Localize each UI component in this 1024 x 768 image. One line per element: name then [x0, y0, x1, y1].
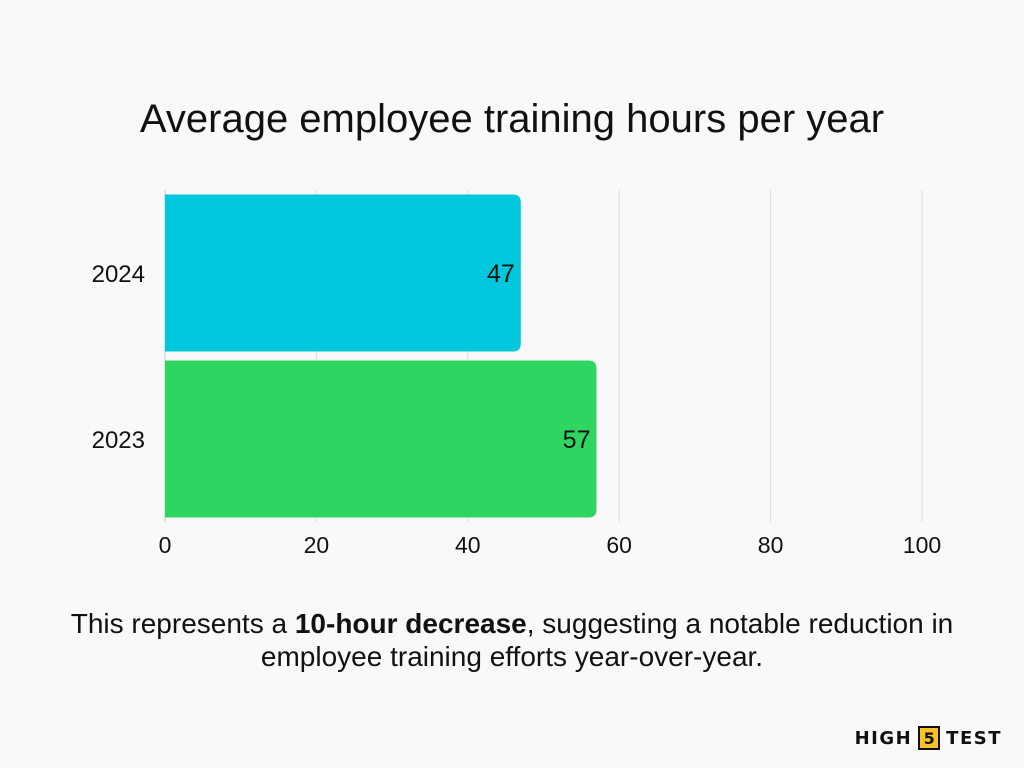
logo-text-high: HIGH — [854, 727, 913, 749]
bar-2023 — [165, 360, 597, 518]
y-category-label: 2023 — [92, 427, 145, 454]
x-tick-label: 80 — [758, 532, 784, 558]
chart-caption: This represents a 10-hour decrease, sugg… — [40, 607, 984, 673]
caption-highlight: 10-hour decrease — [294, 608, 527, 639]
x-tick-label: 60 — [606, 532, 632, 558]
brand-logo: HIGH 5 TEST — [855, 725, 1002, 751]
x-tick-label: 20 — [304, 532, 330, 558]
x-axis-ticks: 0 20 40 60 80 100 — [159, 532, 942, 558]
x-tick-label: 100 — [903, 532, 941, 558]
y-category-label: 2024 — [92, 261, 145, 288]
caption-text-end: , suggesting a notable reduction in empl… — [260, 608, 954, 672]
x-tick-label: 0 — [159, 532, 172, 558]
caption-text-start: This represents a — [70, 608, 295, 639]
bar-2024 — [165, 194, 521, 352]
logo-text-test: TEST — [946, 727, 1002, 749]
y-axis-labels: 2024 2023 — [92, 261, 145, 454]
chart-title: Average employee training hours per year — [139, 97, 885, 141]
x-tick-label: 40 — [455, 532, 481, 558]
bar-value-label: 57 — [563, 426, 591, 454]
bar-value-label: 47 — [487, 260, 515, 288]
bars: 47 57 — [165, 194, 597, 518]
logo-five-badge: 5 — [918, 726, 941, 750]
bar-chart: 47 57 0 20 40 60 80 100 2024 2023 — [92, 190, 942, 558]
